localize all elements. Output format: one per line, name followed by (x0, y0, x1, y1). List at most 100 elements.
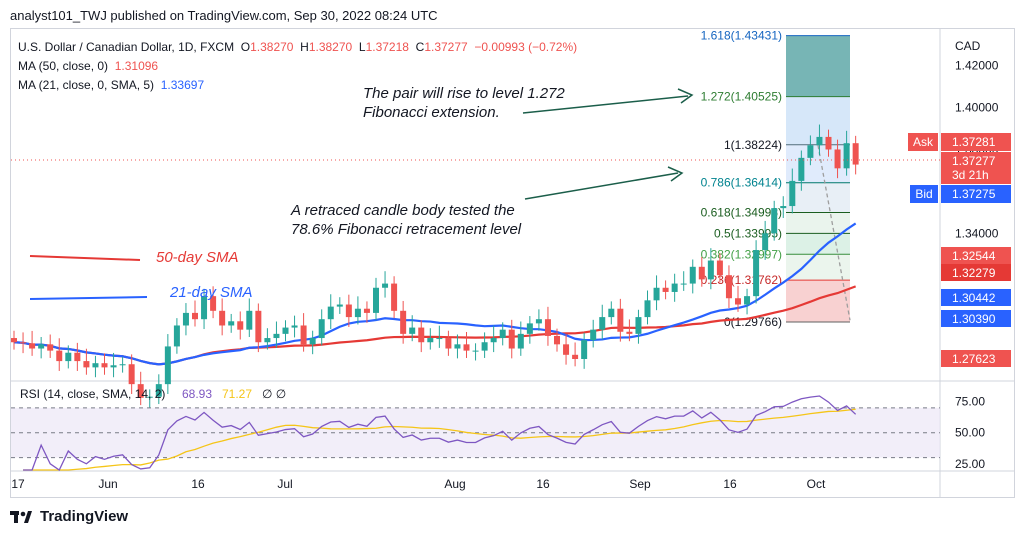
ohlc-o: 1.38270 (250, 40, 294, 54)
candle-body (11, 338, 17, 343)
candle-body (499, 329, 506, 339)
moving-averages (13, 222, 857, 366)
time-tick-label: 17 (11, 477, 25, 491)
candle-body (237, 321, 244, 330)
candle (255, 303, 262, 353)
candle (155, 374, 162, 405)
candle (816, 124, 823, 156)
price-label-last: 1.37277 3d 21h (941, 152, 1011, 184)
candle-body (273, 333, 280, 339)
chart-legend: U.S. Dollar / Canadian Dollar, 1D, FXCM … (18, 38, 577, 95)
candle (219, 298, 226, 336)
candle-body (789, 180, 796, 207)
ma21-label: MA (21, close, 0, SMA, 5) (18, 78, 155, 92)
candle-body (300, 325, 307, 345)
candle (427, 328, 434, 350)
candle-body (318, 319, 325, 339)
candle (554, 328, 560, 352)
price-tick-label: 1.42000 (955, 59, 999, 73)
candle-body (725, 275, 732, 299)
fib-level-label: 1(1.38224) (724, 138, 782, 152)
candle (843, 130, 850, 176)
price-label-fib-1: 1.32544 (941, 247, 1011, 264)
price-tick-label: 1.40000 (955, 101, 999, 115)
tradingview-logo[interactable]: TradingView (10, 508, 128, 525)
candle-body (563, 344, 570, 355)
candle-body (65, 352, 72, 362)
rsi-pane[interactable]: 75.00 50.00 25.00 (11, 395, 985, 471)
price-label-fib-5: 1.27623 (941, 350, 1011, 367)
candle-body (20, 342, 27, 344)
candle (535, 309, 542, 331)
rsi-line (23, 395, 857, 471)
price-tick-label: 1.34000 (955, 226, 999, 240)
candle (735, 285, 741, 312)
rsi-label: RSI (14, close, SMA, 14, 2) (20, 387, 165, 401)
annotation-rise-line1: The pair will rise to level 1.272 (363, 85, 565, 102)
candle-body (762, 233, 769, 251)
annotation-retrace-arrow (524, 172, 679, 200)
candle-body (336, 304, 343, 307)
chart-frame[interactable] (10, 28, 1015, 498)
candle (11, 330, 17, 350)
candle (852, 135, 859, 175)
candle (56, 338, 63, 371)
candle (653, 275, 660, 311)
candle-body (771, 208, 778, 234)
candle (38, 337, 45, 359)
candle-body (843, 143, 850, 169)
ohlc-l: 1.37218 (365, 40, 409, 54)
candle (644, 290, 651, 325)
rsi-value: 68.93 (182, 387, 212, 401)
candle (128, 354, 135, 394)
time-tick-label: 16 (191, 477, 205, 491)
candle-body (535, 319, 542, 324)
time-tick-label: 16 (536, 477, 550, 491)
candle-body (436, 338, 443, 340)
candle (391, 276, 398, 319)
candle-body (481, 342, 488, 351)
candles (11, 124, 859, 408)
svg-text:Bid: Bid (915, 187, 932, 201)
candle (264, 328, 271, 350)
candle-body (572, 354, 579, 359)
candle-body (445, 338, 452, 349)
candle-body (354, 308, 361, 318)
candle (119, 356, 126, 373)
candle (373, 277, 379, 321)
fib-level-label: 1.618(1.43431) (701, 29, 782, 43)
candle (354, 296, 361, 325)
rsi-tick-label: 25.00 (955, 457, 985, 471)
candle (563, 334, 570, 365)
candle (499, 322, 506, 346)
fib-zone (786, 212, 850, 234)
candle (753, 240, 760, 304)
candle (47, 334, 54, 358)
candle (617, 298, 624, 342)
candle-body (852, 143, 859, 165)
fib-level-label: 0.786(1.36414) (701, 176, 782, 190)
candle-body (210, 296, 217, 311)
candle (771, 200, 778, 241)
time-axis[interactable]: 17 Jun 16 Jul Aug 16 Sep 16 Oct (11, 477, 826, 491)
tradingview-logo-icon (10, 510, 32, 523)
candle-body (219, 310, 226, 326)
candle (137, 371, 144, 406)
candle-body (110, 365, 117, 368)
legend-symbol-row: U.S. Dollar / Canadian Dollar, 1D, FXCM … (18, 38, 577, 57)
candle-body (345, 304, 352, 318)
candle (590, 319, 597, 348)
fibonacci-tool[interactable]: 1.618(1.43431) 1.272(1.40525) 1(1.38224) 0.… (701, 29, 851, 329)
candle-body (382, 283, 389, 288)
price-label-fib-3: 1.30442 (941, 289, 1011, 306)
candle-body (164, 346, 171, 385)
candle (780, 196, 787, 218)
svg-text:Ask: Ask (913, 135, 934, 149)
candle (336, 297, 343, 314)
ma21-value: 1.33697 (160, 78, 205, 92)
candle (508, 319, 515, 359)
candle-body (644, 300, 651, 318)
candle (599, 304, 606, 340)
candle-body (74, 352, 81, 362)
